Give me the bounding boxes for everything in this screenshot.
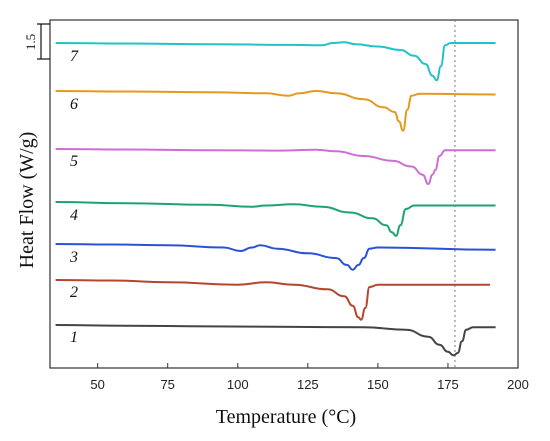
x-tick-label: 100 bbox=[227, 377, 249, 392]
plot-frame bbox=[49, 19, 519, 369]
curve-5 bbox=[55, 148, 496, 185]
curve-label-7: 7 bbox=[70, 48, 79, 65]
curve-6 bbox=[55, 90, 496, 132]
x-axis-ticks: 50 75 100 125 150 175 200 bbox=[90, 363, 529, 392]
curve-1 bbox=[55, 324, 496, 357]
scale-bar-label: 1.5 bbox=[23, 34, 38, 50]
curve-label-6: 6 bbox=[70, 96, 78, 113]
x-tick-label: 175 bbox=[437, 377, 459, 392]
curve-label-5: 5 bbox=[70, 153, 78, 170]
curve-labels: 7 6 5 4 3 2 1 bbox=[69, 48, 79, 346]
curve-7 bbox=[55, 41, 496, 82]
curve-4 bbox=[55, 201, 496, 237]
curve-label-3: 3 bbox=[69, 249, 78, 266]
curve-2 bbox=[55, 279, 490, 321]
y-axis-title: Heat Flow (W/g) bbox=[16, 132, 38, 269]
curve-label-1: 1 bbox=[70, 329, 78, 346]
x-tick-label: 150 bbox=[367, 377, 389, 392]
curve-label-2: 2 bbox=[70, 284, 78, 301]
scale-bar: 1.5 bbox=[23, 23, 50, 60]
curve-label-4: 4 bbox=[70, 207, 78, 224]
x-tick-label: 200 bbox=[507, 377, 529, 392]
x-tick-label: 50 bbox=[90, 377, 104, 392]
x-axis-title: Temperature (°C) bbox=[216, 406, 356, 428]
x-tick-label: 125 bbox=[297, 377, 319, 392]
curve-3 bbox=[55, 243, 496, 271]
curves bbox=[55, 41, 496, 357]
x-tick-label: 75 bbox=[160, 377, 174, 392]
